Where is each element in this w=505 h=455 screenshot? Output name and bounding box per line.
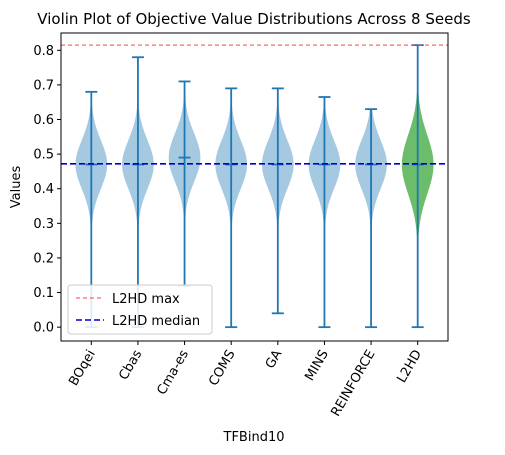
x-tick-label: MINS bbox=[302, 348, 332, 384]
x-tick-label: GA bbox=[263, 347, 286, 371]
y-tick-label: 0.2 bbox=[33, 251, 54, 266]
reference-lines bbox=[61, 44, 448, 165]
legend-box bbox=[67, 284, 213, 335]
y-tick-label: 0.7 bbox=[33, 78, 54, 93]
chart-title: Violin Plot of Objective Value Distribut… bbox=[37, 10, 471, 28]
x-tick-label: BOqei bbox=[66, 348, 98, 389]
legend: L2HD max L2HD median bbox=[67, 284, 213, 335]
x-axis-label: TFBind10 bbox=[223, 430, 285, 445]
legend-median-label: L2HD median bbox=[112, 314, 200, 329]
x-tick-label: Cma-es bbox=[154, 347, 192, 397]
x-tick-label: Cbas bbox=[116, 347, 145, 382]
x-tick-label: COMS bbox=[206, 348, 238, 389]
violin-group bbox=[75, 44, 434, 329]
y-tick-label: 0.3 bbox=[33, 217, 54, 232]
y-tick-label: 0.1 bbox=[33, 286, 54, 301]
y-tick-label: 0.6 bbox=[33, 113, 54, 128]
legend-max-label: L2HD max bbox=[112, 292, 180, 307]
y-tick-label: 0.8 bbox=[33, 44, 54, 59]
x-tick-label: L2HD bbox=[395, 348, 426, 386]
y-tick-label: 0.5 bbox=[33, 148, 54, 163]
y-axis-label: Values bbox=[9, 166, 24, 209]
y-tick-label: 0.4 bbox=[33, 182, 54, 197]
x-tick-label: REINFORCE bbox=[328, 348, 378, 420]
plot-frame bbox=[60, 32, 449, 342]
y-tick-label: 0.0 bbox=[33, 321, 54, 336]
y-axis-ticks: 0.0 0.1 0.2 0.3 0.4 0.5 0.6 0.7 0.8 bbox=[33, 44, 61, 336]
